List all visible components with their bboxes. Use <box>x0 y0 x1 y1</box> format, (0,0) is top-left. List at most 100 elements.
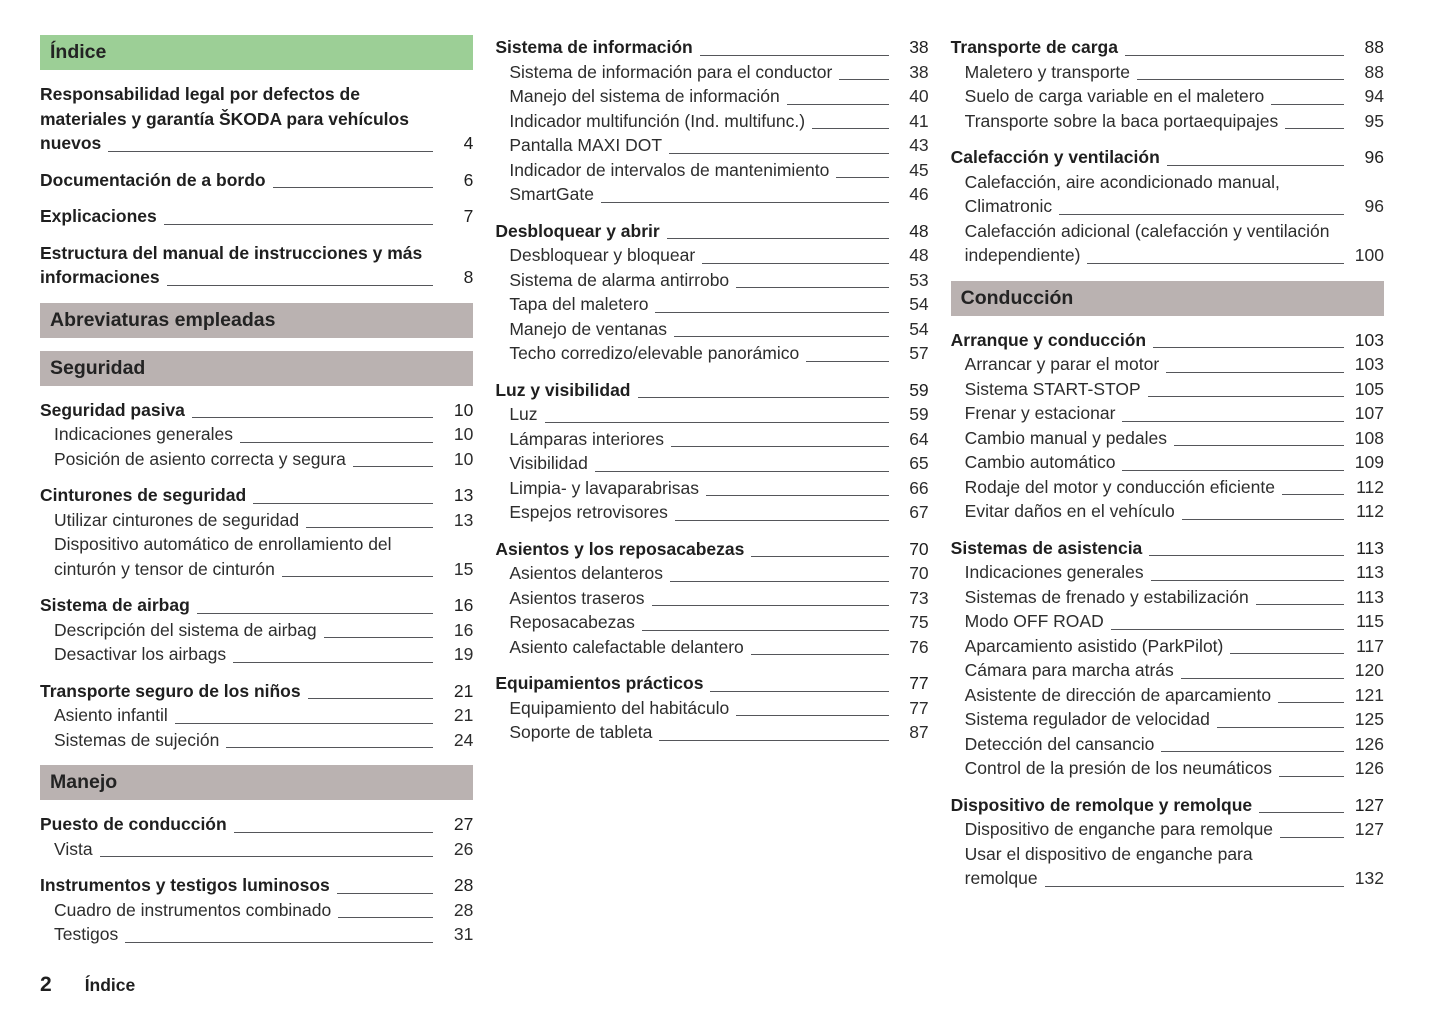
leader-line <box>307 697 434 699</box>
entry-label: nuevos <box>40 133 102 153</box>
page-number: 113 <box>1356 537 1384 558</box>
entry-label: cinturón y tensor de cinturón <box>54 558 275 579</box>
leader-line <box>812 127 889 129</box>
toc-entry: Soporte de tableta 87 <box>495 720 928 745</box>
entry-label: Sistema START-STOP <box>964 378 1141 399</box>
page-number: 126 <box>1354 758 1384 778</box>
page-number: 70 <box>909 538 929 559</box>
toc-entry: Asiento infantil 21 <box>40 703 473 728</box>
leader-line <box>751 555 889 557</box>
entry-label-line: Calefacción adicional (calefacción y ven… <box>964 220 1330 241</box>
page-number: 13 <box>453 509 474 530</box>
leader-line <box>674 519 889 521</box>
leader-line <box>1278 701 1344 703</box>
toc-column-1: Índice Responsabilidad legal por defectos… <box>40 35 474 947</box>
toc-entry: Explicaciones 7 <box>40 204 473 229</box>
page-number: 46 <box>909 184 929 204</box>
entry-label: Lámparas interiores <box>509 428 664 449</box>
leader-line <box>1044 885 1344 887</box>
toc-entry: Sistemas de sujeción 24 <box>40 728 473 753</box>
page-number: 76 <box>909 636 929 657</box>
page-number: 16 <box>453 619 474 640</box>
entry-label: Descripción del sistema de airbag <box>54 619 317 640</box>
toc-entry: Descripción del sistema de airbag 16 <box>40 618 473 643</box>
leader-line <box>839 78 889 80</box>
toc-entry: Cambio automático 109 <box>951 450 1384 475</box>
page-number: 64 <box>909 428 929 449</box>
page-number: 59 <box>909 404 929 424</box>
page-number: 113 <box>1356 586 1384 607</box>
entry-label: Luz y visibilidad <box>495 379 631 400</box>
leader-line <box>670 580 889 582</box>
toc-entry: Estructura del manual de instrucciones y… <box>40 241 473 290</box>
entry-label: Modo OFF ROAD <box>964 611 1104 631</box>
page-number: 108 <box>1354 427 1384 448</box>
entry-label: Transporte sobre la baca portaequipajes <box>964 110 1279 131</box>
toc-entry: Espejos retrovisores 67 <box>495 500 928 525</box>
page-number: 53 <box>909 269 929 290</box>
toc-entry: Frenar y estacionar 107 <box>951 401 1384 426</box>
page-number: 10 <box>453 424 474 444</box>
page-number: 38 <box>909 61 929 82</box>
toc-entry: Indicador de intervalos de mantenimiento… <box>495 158 928 183</box>
page-number: 132 <box>1354 868 1384 888</box>
page-number: 21 <box>453 705 474 725</box>
leader-line <box>1285 127 1344 129</box>
toc-entry: Asientos y los reposacabezas 70 <box>495 537 928 562</box>
entry-label: Indicaciones generales <box>964 562 1144 582</box>
entry-label: Soporte de tableta <box>509 722 653 742</box>
leader-line <box>233 831 434 833</box>
toc-entry: Cinturones de seguridad 13 <box>40 483 473 508</box>
leader-line <box>806 360 889 362</box>
toc-entry: Asientos delanteros 70 <box>495 561 928 586</box>
entry-label-line: materiales y garantía ŠKODA para vehícul… <box>40 108 409 129</box>
page-number: 103 <box>1354 354 1384 374</box>
page-number: 16 <box>453 595 474 615</box>
leader-line <box>196 612 434 614</box>
entry-label: Suelo de carga variable en el maletero <box>964 86 1265 106</box>
entry-label: Indicaciones generales <box>54 424 234 444</box>
entry-label: Equipamiento del habitáculo <box>509 697 730 718</box>
toc-entry: Indicaciones generales 10 <box>40 422 473 447</box>
leader-line <box>1180 677 1344 679</box>
section-banner: Abreviaturas empleadas <box>40 302 474 338</box>
toc-entry: Cuadro de instrumentos combinado 28 <box>40 898 473 923</box>
page-number: 31 <box>453 924 474 944</box>
page-number: 26 <box>453 838 474 859</box>
leader-line <box>786 103 889 105</box>
page-number: 115 <box>1356 611 1384 631</box>
toc-entry: Modo OFF ROAD 115 <box>951 609 1384 634</box>
page-number: 113 <box>1356 562 1384 582</box>
entry-label: Instrumentos y testigos luminosos <box>40 875 330 895</box>
entry-label: Arranque y conducción <box>950 329 1147 350</box>
leader-line <box>1137 78 1344 80</box>
toc-entry: Sistema de información para el conductor… <box>495 60 928 85</box>
page-number: 41 <box>909 110 929 131</box>
page-number: 96 <box>1364 196 1384 216</box>
toc-entry: Transporte de carga 88 <box>951 35 1384 60</box>
section-banner: Índice <box>40 35 474 70</box>
leader-line <box>174 722 434 724</box>
leader-line <box>1279 775 1344 777</box>
entry-label: Rodaje del motor y conducción eficiente <box>964 476 1275 497</box>
leader-line <box>1110 628 1344 630</box>
entry-label: remolque <box>964 868 1038 888</box>
leader-line <box>352 465 434 467</box>
entry-label: Pantalla MAXI DOT <box>509 135 663 155</box>
toc-entry: Reposacabezas 75 <box>495 610 928 635</box>
toc-entry: Manejo del sistema de información 40 <box>495 84 928 109</box>
entry-label: Cinturones de seguridad <box>40 485 247 505</box>
page-number: 13 <box>453 485 474 505</box>
entry-label: Desbloquear y bloquear <box>509 245 696 265</box>
toc-columns: Índice Responsabilidad legal por defectos… <box>40 35 1384 947</box>
entry-label-line: Dispositivo automático de enrollamiento … <box>54 534 392 554</box>
leader-line <box>702 262 889 264</box>
toc-entry: Dispositivo de enganche para remolque 127 <box>951 817 1384 842</box>
page-number: 28 <box>453 875 474 895</box>
toc-entry: Calefacción y ventilación 96 <box>951 145 1384 170</box>
entry-label: Indicador de intervalos de mantenimiento <box>509 159 830 180</box>
section-banner: Seguridad <box>40 350 474 386</box>
entry-label: Visibilidad <box>509 453 588 473</box>
toc-entry: Sistema de información 38 <box>495 35 928 60</box>
toc-entry: Indicaciones generales 113 <box>951 560 1384 585</box>
